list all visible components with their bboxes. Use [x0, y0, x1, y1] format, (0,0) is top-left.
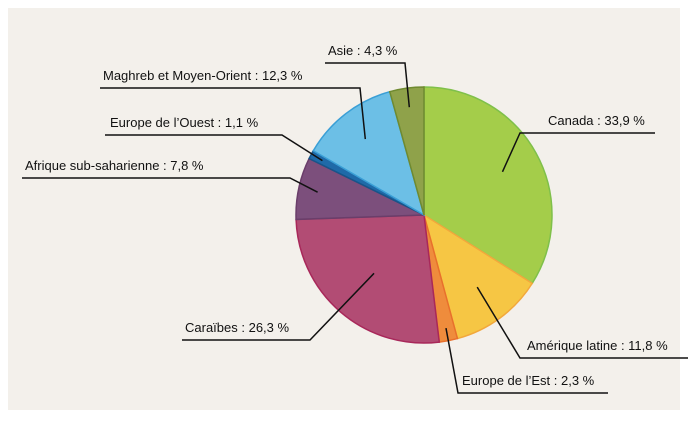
slice-label: Europe de l’Est : 2,3 % — [462, 373, 595, 388]
leader-line — [501, 132, 655, 173]
slice-label: Asie : 4,3 % — [328, 43, 398, 58]
slice-label: Amérique latine : 11,8 % — [527, 338, 668, 353]
slice-label: Caraïbes : 26,3 % — [185, 320, 289, 335]
leader-line — [22, 177, 318, 193]
leader-line — [445, 327, 608, 394]
pie-slice — [422, 213, 534, 340]
slice-label: Canada : 33,9 % — [548, 113, 645, 128]
leader-line — [100, 87, 367, 140]
slice-label: Europe de l’Ouest : 1,1 % — [110, 115, 259, 130]
leader-line — [325, 62, 411, 108]
slice-label: Afrique sub-saharienne : 7,8 % — [25, 158, 204, 173]
leader-line — [476, 286, 688, 359]
leader-line — [105, 134, 323, 162]
pie-slice — [312, 90, 426, 217]
slice-label: Maghreb et Moyen-Orient : 12,3 % — [103, 68, 303, 83]
pie-slice — [423, 86, 553, 285]
leader-line — [182, 272, 375, 341]
